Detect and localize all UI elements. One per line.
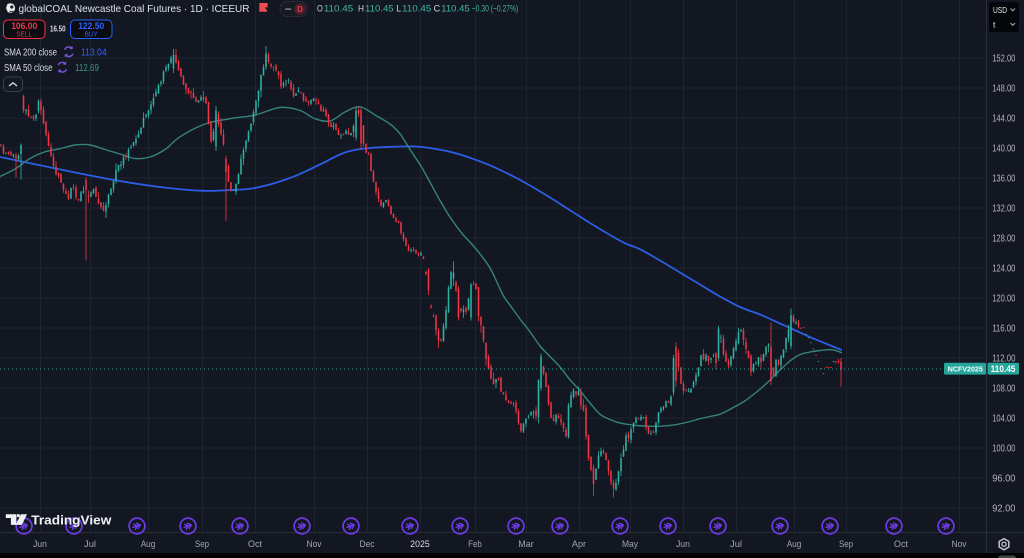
svg-text:C: C [434, 4, 441, 15]
svg-text:140.00: 140.00 [992, 143, 1016, 154]
svg-text:110.45: 110.45 [324, 4, 354, 14]
svg-text:110.45: 110.45 [402, 4, 431, 14]
svg-text:Feb: Feb [468, 539, 482, 550]
svg-text:100.00: 100.00 [992, 443, 1016, 454]
svg-text:Jun: Jun [33, 539, 47, 550]
svg-text:110.45: 110.45 [365, 4, 394, 14]
svg-text:−0.30 (−0.27%): −0.30 (−0.27%) [472, 4, 519, 14]
svg-text:May: May [622, 539, 638, 550]
svg-text:116.00: 116.00 [992, 323, 1016, 334]
svg-text:Sep: Sep [839, 539, 853, 550]
svg-text:t: t [993, 20, 996, 30]
svg-text:120.00: 120.00 [992, 293, 1016, 304]
svg-text:106.00: 106.00 [11, 21, 37, 31]
svg-text:144.00: 144.00 [992, 113, 1016, 124]
svg-text:SMA 200 close: SMA 200 close [4, 47, 57, 58]
svg-text:SELL: SELL [16, 31, 32, 38]
svg-text:Nov: Nov [307, 539, 322, 550]
svg-text:124.00: 124.00 [992, 263, 1016, 274]
svg-text:Oct: Oct [894, 539, 909, 550]
svg-text:Aug: Aug [787, 539, 802, 550]
svg-text:148.00: 148.00 [992, 83, 1016, 94]
svg-text:NCFV2025: NCFV2025 [948, 365, 983, 374]
svg-text:SMA 50 close: SMA 50 close [4, 63, 53, 74]
svg-text:113.04: 113.04 [81, 48, 107, 59]
svg-text:96.00: 96.00 [992, 473, 1016, 484]
svg-text:152.00: 152.00 [992, 53, 1016, 64]
svg-text:110.45: 110.45 [991, 364, 1016, 374]
svg-text:USD: USD [993, 5, 1007, 15]
svg-text:112.00: 112.00 [992, 353, 1016, 364]
svg-text:O: O [317, 4, 323, 15]
svg-text:Aug: Aug [141, 539, 156, 550]
svg-text:136.00: 136.00 [992, 173, 1016, 184]
svg-text:Jul: Jul [730, 539, 742, 550]
svg-text:Jun: Jun [676, 539, 690, 550]
svg-text:Dec: Dec [360, 539, 375, 550]
svg-text:TradingView: TradingView [31, 513, 112, 528]
svg-text:104.00: 104.00 [992, 413, 1016, 424]
svg-text:112.69: 112.69 [75, 63, 99, 74]
svg-text:H: H [358, 4, 364, 15]
svg-text:globalCOAL Newcastle Coal Futu: globalCOAL Newcastle Coal Futures · 1D ·… [19, 3, 250, 15]
svg-text:Nov: Nov [952, 539, 967, 550]
svg-text:110.45: 110.45 [441, 4, 469, 14]
svg-text:Sep: Sep [195, 539, 209, 550]
svg-text:Mar: Mar [518, 539, 534, 550]
svg-text:108.00: 108.00 [992, 383, 1016, 394]
svg-text:BUY: BUY [85, 31, 98, 38]
svg-text:Oct: Oct [248, 539, 263, 550]
svg-text:2025: 2025 [410, 539, 429, 550]
svg-text:L: L [396, 4, 401, 15]
svg-text:122.50: 122.50 [78, 21, 104, 31]
svg-text:16.50: 16.50 [50, 24, 66, 33]
svg-text:Jul: Jul [84, 539, 96, 550]
svg-text:128.00: 128.00 [992, 233, 1016, 244]
svg-text:92.00: 92.00 [992, 503, 1016, 514]
svg-text:132.00: 132.00 [992, 203, 1016, 214]
svg-text:Apr: Apr [572, 539, 586, 550]
svg-text:D: D [297, 5, 303, 14]
